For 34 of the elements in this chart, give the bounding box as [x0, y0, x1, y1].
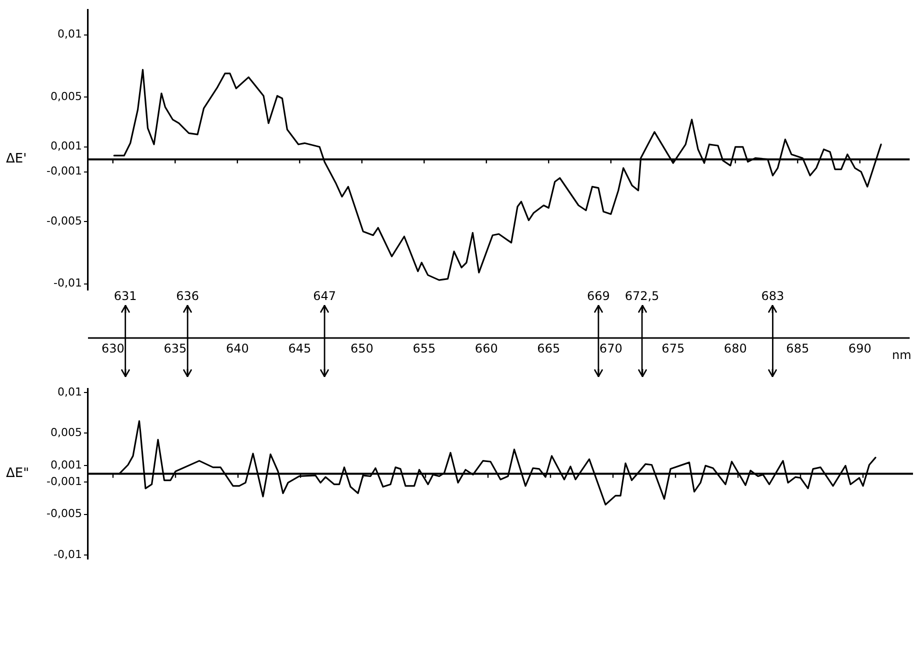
y-tick-label: 0,01 [58, 28, 82, 41]
x-tick-label: 635 [164, 341, 187, 356]
x-tick-label: 680 [724, 341, 747, 356]
y-tick-label: -0,01 [54, 276, 82, 290]
x-tick-label: 650 [350, 341, 374, 356]
y-tick-label: -0,001 [46, 474, 82, 488]
ref-line-label: 683 [761, 289, 784, 304]
y-tick-label: 0,001 [50, 458, 82, 472]
ref-line-label: 636 [176, 289, 200, 304]
x-tick-label: 660 [474, 341, 498, 356]
x-tick-label: 640 [226, 341, 249, 356]
x-tick-label: 675 [662, 341, 685, 356]
x-tick-label: 690 [848, 341, 872, 356]
y-tick-label: 0,001 [50, 140, 82, 153]
ref-line-label: 631 [114, 289, 137, 304]
x-tick-label: 655 [412, 341, 436, 356]
x-tick-label: 665 [537, 341, 560, 356]
y-tick-label: 0,005 [50, 90, 82, 103]
y-tick-label: -0,01 [54, 548, 82, 561]
y-tick-label: 0,01 [58, 386, 82, 399]
ref-line-label: 669 [586, 289, 610, 304]
ref-line-label: 672,5 [624, 289, 660, 304]
y-axis-title: ΔE' [6, 152, 27, 167]
y-tick-label: -0,005 [46, 214, 82, 228]
x-tick-label: 685 [786, 341, 810, 356]
ref-line-label: 647 [313, 289, 336, 304]
x-tick-label: 630 [101, 341, 124, 356]
y-tick-label: -0,001 [46, 164, 82, 178]
x-axis-title: nm [892, 348, 912, 362]
x-tick-label: 670 [599, 341, 622, 356]
x-tick-label: 645 [288, 341, 312, 356]
y-tick-label: 0,005 [50, 426, 82, 440]
y-axis-title: ΔE" [6, 466, 30, 482]
y-tick-label: -0,005 [46, 507, 82, 520]
